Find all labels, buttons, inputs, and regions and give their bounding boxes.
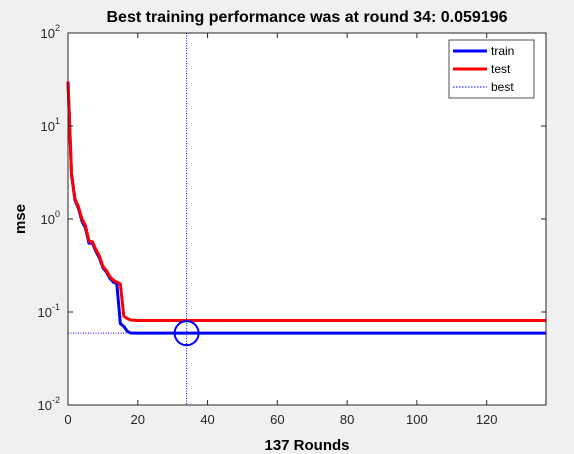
legend-test-label: test: [491, 62, 511, 76]
best-marker-layer: [68, 33, 200, 405]
chart-title: Best training performance was at round 3…: [106, 9, 507, 26]
y-tick-label: 101: [41, 116, 60, 134]
y-tick-label: 100: [41, 209, 60, 227]
legend-train-label: train: [491, 44, 514, 58]
axis-ticks: 0 20 40 60 80 100 120 10-2 10-1 100 101 102: [38, 23, 546, 427]
legend: train test best: [448, 39, 535, 99]
x-tick-label: 40: [200, 412, 214, 427]
y-axis-label: mse: [12, 204, 29, 234]
x-tick-label: 20: [131, 412, 145, 427]
y-tick-label: 102: [41, 23, 60, 41]
best-point-marker: [173, 320, 200, 347]
x-axis-label: 137 Rounds: [264, 437, 349, 454]
x-tick-label: 80: [340, 412, 354, 427]
x-tick-label: 60: [270, 412, 284, 427]
x-tick-label: 0: [64, 412, 71, 427]
series-layer: [66, 81, 546, 335]
legend-best-label: best: [491, 80, 514, 94]
x-tick-label: 100: [406, 412, 428, 427]
y-tick-label: 10-2: [38, 395, 60, 413]
y-tick-label: 10-1: [38, 302, 60, 320]
x-tick-label: 120: [476, 412, 498, 427]
series-line-test: [66, 81, 546, 323]
